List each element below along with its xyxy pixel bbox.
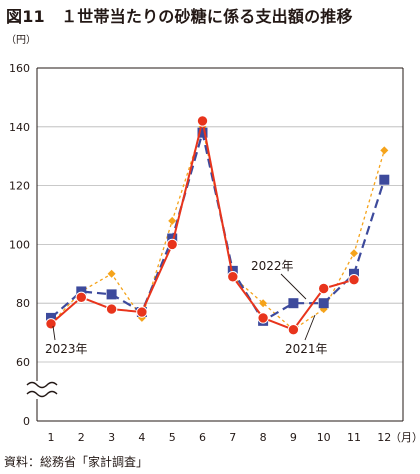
series-layer (45, 115, 390, 336)
x-tick-label-8: 8 (260, 431, 267, 444)
annotation-leader-2023年 (52, 325, 56, 341)
annotation-2023年: 2023年 (45, 342, 88, 356)
x-axis-label: （月） (390, 431, 420, 444)
break-wave-lower (26, 390, 58, 398)
point-2023年-3 (105, 303, 118, 315)
point-2022年-11 (349, 268, 359, 279)
y-tick-label-120: 120 (9, 180, 30, 193)
y-tick-label-100: 100 (9, 238, 30, 251)
axis-break-marker (26, 381, 58, 399)
point-2022年-5 (167, 233, 178, 244)
point-2023年-8 (257, 312, 269, 324)
chart-title: 図11 １世帯当たりの砂糖に係る支出額の推移 (6, 7, 353, 26)
x-tick-label-4: 4 (138, 431, 145, 444)
point-2022年-3 (106, 289, 117, 300)
point-2023年-1 (45, 318, 57, 330)
point-2023年-2 (75, 291, 88, 304)
point-2022年-1 (46, 312, 56, 323)
x-tick-label-1: 1 (48, 431, 55, 444)
point-2021年-12 (380, 146, 389, 155)
break-wave-upper (26, 381, 58, 389)
axes (36, 67, 404, 422)
point-2023年-11 (348, 273, 360, 286)
y-tick-label-80: 80 (16, 297, 30, 310)
axis-break-gap (33, 381, 41, 399)
point-2023年-10 (318, 282, 330, 295)
y-tick-label-160: 160 (9, 62, 30, 75)
point-2022年-12 (379, 174, 390, 185)
point-2022年-6 (197, 127, 208, 138)
x-tick-label-7: 7 (229, 431, 236, 444)
point-2022年-2 (76, 286, 87, 297)
point-2022年-10 (318, 298, 329, 309)
point-2023年-7 (227, 271, 239, 283)
x-tick-labels: 1 2 3 4 5 6 7 8 9 10 11 12 (48, 431, 392, 444)
point-2023年-9 (287, 323, 300, 336)
y-tick-labels: 0 60 80 100 120 140 160 (9, 62, 30, 428)
gridlines (37, 126, 403, 363)
point-2022年-7 (227, 265, 238, 276)
x-tick-label-6: 6 (199, 431, 206, 444)
source-note: 資料：総務省「家計調査」 (4, 455, 149, 469)
series-line-2021年 (50, 126, 385, 331)
series-2022年 (46, 127, 390, 326)
y-tick-label-0: 0 (23, 415, 30, 428)
point-2023年-6 (196, 115, 209, 127)
x-tick-label-2: 2 (78, 431, 85, 444)
series-line-2022年 (50, 131, 386, 322)
y-tick-label-140: 140 (9, 121, 30, 134)
x-tick-label-3: 3 (108, 431, 115, 444)
annotation-2021年: 2021年 (285, 342, 328, 356)
series-2023年 (45, 115, 360, 336)
point-2021年-11 (350, 249, 358, 258)
x-tick-label-5: 5 (169, 431, 176, 444)
point-2023年-5 (166, 238, 178, 251)
x-tick-label-12: 12 (377, 431, 391, 444)
annotation-leader-2021年 (304, 314, 316, 341)
series-line-2023年 (50, 119, 355, 331)
series-2021年 (47, 122, 389, 334)
annotation-leader-2022年 (280, 273, 307, 300)
y-tick-label-60: 60 (16, 356, 30, 369)
x-tick-label-10: 10 (317, 431, 331, 444)
x-tick-label-9: 9 (290, 431, 297, 444)
point-2022年-9 (288, 298, 299, 309)
y-axis-label: （円） (6, 34, 36, 46)
x-tick-label-11: 11 (347, 431, 361, 444)
point-2023年-4 (136, 306, 148, 318)
point-2021年-8 (259, 299, 268, 308)
point-2021年-5 (168, 216, 177, 225)
point-2021年-3 (107, 269, 116, 278)
annotation-layer: 2022年 2021年 2023年 (45, 259, 328, 356)
annotation-2022年: 2022年 (251, 259, 294, 273)
